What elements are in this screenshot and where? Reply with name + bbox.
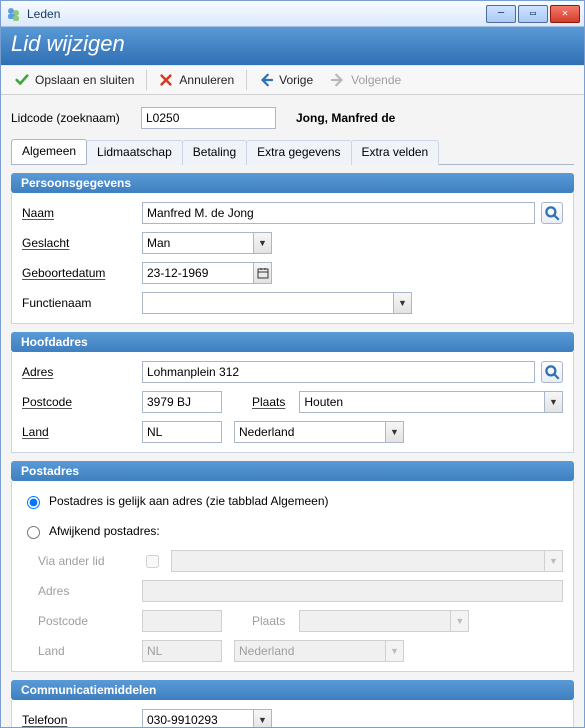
search-icon xyxy=(543,204,561,222)
radio-same-address[interactable] xyxy=(27,496,40,509)
adres-lookup-button[interactable] xyxy=(541,361,563,383)
land-code-input[interactable] xyxy=(142,421,222,443)
next-label: Volgende xyxy=(351,73,401,87)
toolbar: Opslaan en sluiten Annuleren Vorige Volg… xyxy=(1,65,584,95)
arrow-right-icon xyxy=(331,73,345,87)
plaats-label: Plaats xyxy=(252,395,285,409)
tab-lidmaatschap[interactable]: Lidmaatschap xyxy=(86,140,183,165)
plaats-select[interactable]: ▼ xyxy=(299,391,563,413)
naam-lookup-button[interactable] xyxy=(541,202,563,224)
post-adres-input xyxy=(142,580,563,602)
land-name-value[interactable] xyxy=(234,421,404,443)
post-plaats-select: ▼ xyxy=(299,610,469,632)
section-header: Communicatiemiddelen xyxy=(11,680,574,700)
post-postcode-label: Postcode xyxy=(38,614,142,628)
adres-input[interactable] xyxy=(142,361,535,383)
plaats-value[interactable] xyxy=(299,391,563,413)
window: Leden ─ ▭ ✕ Lid wijzigen Opslaan en slui… xyxy=(0,0,585,728)
geslacht-select[interactable]: ▼ xyxy=(142,232,272,254)
via-value xyxy=(171,550,563,572)
functie-label: Functienaam xyxy=(22,296,142,310)
post-land-label: Land xyxy=(38,644,142,658)
postcode-input[interactable] xyxy=(142,391,222,413)
geslacht-label: Geslacht xyxy=(22,236,142,250)
app-icon xyxy=(5,6,21,22)
maximize-button[interactable]: ▭ xyxy=(518,5,548,23)
minimize-button[interactable]: ─ xyxy=(486,5,516,23)
chevron-down-icon[interactable]: ▼ xyxy=(385,422,403,442)
chevron-down-icon: ▼ xyxy=(385,641,403,661)
land-name-select[interactable]: ▼ xyxy=(234,421,404,443)
chevron-down-icon: ▼ xyxy=(450,611,468,631)
save-close-label: Opslaan en sluiten xyxy=(35,73,134,87)
radio-same-label: Postadres is gelijk aan adres (zie tabbl… xyxy=(49,494,329,508)
next-button: Volgende xyxy=(331,73,401,87)
via-label: Via ander lid xyxy=(38,554,142,568)
chevron-down-icon: ▼ xyxy=(544,551,562,571)
chevron-down-icon[interactable]: ▼ xyxy=(544,392,562,412)
post-plaats-label: Plaats xyxy=(252,614,285,628)
page-header: Lid wijzigen xyxy=(1,27,584,65)
adres-label: Adres xyxy=(22,365,142,379)
post-land-code xyxy=(142,640,222,662)
via-select: ▼ xyxy=(171,550,563,572)
geboorte-datepicker[interactable] xyxy=(142,262,272,284)
cancel-label: Annuleren xyxy=(179,73,234,87)
functie-select[interactable]: ▼ xyxy=(142,292,412,314)
post-plaats-value xyxy=(299,610,469,632)
prev-button[interactable]: Vorige xyxy=(259,73,313,87)
chevron-down-icon[interactable]: ▼ xyxy=(253,710,271,727)
tab-algemeen[interactable]: Algemeen xyxy=(11,139,87,164)
prev-label: Vorige xyxy=(279,73,313,87)
naam-label: Naam xyxy=(22,206,142,220)
lidcode-input[interactable] xyxy=(141,107,276,129)
lidcode-label: Lidcode (zoeknaam) xyxy=(11,111,131,125)
lidcode-row: Lidcode (zoeknaam) Jong, Manfred de xyxy=(11,107,574,129)
tab-extra-velden[interactable]: Extra velden xyxy=(351,140,440,165)
tel-label: Telefoon xyxy=(22,713,142,727)
section-persoonsgegevens: Persoonsgegevens Naam Geslacht ▼ Geboo xyxy=(11,173,574,324)
separator xyxy=(146,70,147,90)
section-postadres: Postadres Postadres is gelijk aan adres … xyxy=(11,461,574,672)
tab-extra-gegevens[interactable]: Extra gegevens xyxy=(246,140,351,165)
cancel-button[interactable]: Annuleren xyxy=(159,73,234,87)
post-postcode-input xyxy=(142,610,222,632)
land-label: Land xyxy=(22,425,142,439)
arrow-left-icon xyxy=(259,73,273,87)
functie-value[interactable] xyxy=(142,292,412,314)
window-title: Leden xyxy=(27,7,484,21)
titlebar: Leden ─ ▭ ✕ xyxy=(1,1,584,27)
post-adres-label: Adres xyxy=(38,584,142,598)
via-checkbox xyxy=(146,555,159,568)
post-land-name-select: ▼ xyxy=(234,640,404,662)
section-hoofdadres: Hoofdadres Adres Postcode Plaats ▼ xyxy=(11,332,574,453)
radio-diff-label: Afwijkend postadres: xyxy=(49,524,160,538)
postcode-label: Postcode xyxy=(22,395,142,409)
close-button[interactable]: ✕ xyxy=(550,5,580,23)
geboorte-label: Geboortedatum xyxy=(22,266,142,280)
radio-diff-address[interactable] xyxy=(27,526,40,539)
section-header: Postadres xyxy=(11,461,574,481)
chevron-down-icon[interactable]: ▼ xyxy=(393,293,411,313)
naam-input[interactable] xyxy=(142,202,535,224)
calendar-icon[interactable] xyxy=(253,263,271,283)
section-communicatie: Communicatiemiddelen Telefoon ▼ Mobiele … xyxy=(11,680,574,727)
post-land-name xyxy=(234,640,404,662)
tabbar: Algemeen Lidmaatschap Betaling Extra geg… xyxy=(11,139,574,165)
check-icon xyxy=(15,73,29,87)
form-body: Lidcode (zoeknaam) Jong, Manfred de Alge… xyxy=(1,95,584,727)
chevron-down-icon[interactable]: ▼ xyxy=(253,233,271,253)
tel-select[interactable]: ▼ xyxy=(142,709,272,727)
section-header: Hoofdadres xyxy=(11,332,574,352)
separator xyxy=(246,70,247,90)
cancel-icon xyxy=(159,73,173,87)
search-icon xyxy=(543,363,561,381)
save-close-button[interactable]: Opslaan en sluiten xyxy=(15,73,134,87)
tab-betaling[interactable]: Betaling xyxy=(182,140,247,165)
person-name-display: Jong, Manfred de xyxy=(296,111,395,125)
section-header: Persoonsgegevens xyxy=(11,173,574,193)
